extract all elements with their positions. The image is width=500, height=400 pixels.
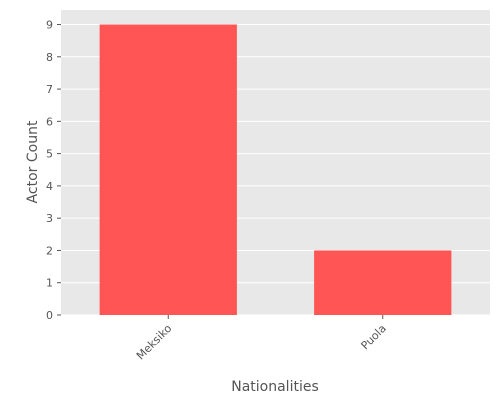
bar-puola bbox=[314, 250, 452, 315]
x-axis-ticks: Meksiko Puola bbox=[134, 315, 389, 362]
y-tick-label: 8 bbox=[46, 51, 53, 64]
bars-group bbox=[99, 24, 452, 316]
y-tick-label: 9 bbox=[46, 19, 53, 32]
y-tick-label: 6 bbox=[46, 115, 53, 128]
y-tick-label: 0 bbox=[46, 309, 53, 322]
x-axis-title: Nationalities bbox=[231, 379, 319, 395]
y-tick-label: 1 bbox=[46, 277, 53, 290]
y-tick-label: 4 bbox=[46, 180, 53, 193]
y-tick-label: 5 bbox=[46, 148, 53, 161]
y-tick-label: 2 bbox=[46, 244, 53, 257]
bar-meksiko bbox=[99, 24, 237, 316]
y-axis-ticks: 0 1 2 3 4 5 6 7 8 9 bbox=[46, 19, 61, 322]
y-axis-title: Actor Count bbox=[25, 120, 41, 203]
y-tick-label: 7 bbox=[46, 83, 53, 96]
x-tick-label: Meksiko bbox=[134, 322, 175, 363]
x-tick-label: Puola bbox=[358, 322, 388, 352]
y-tick-label: 3 bbox=[46, 212, 53, 225]
